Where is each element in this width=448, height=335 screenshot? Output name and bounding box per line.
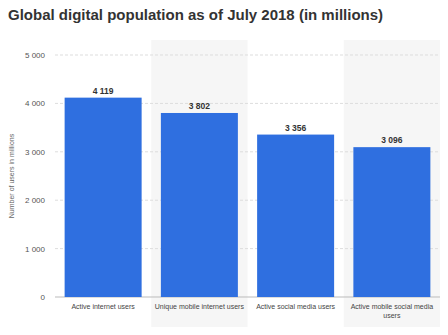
background	[0, 0, 448, 335]
y-tick-label: 2 000	[25, 196, 46, 205]
bars	[65, 98, 431, 297]
x-tick-label-line: Active mobile social media	[351, 303, 434, 310]
y-tick-label: 3 000	[25, 148, 46, 157]
x-tick-label: Active mobile social media users	[351, 303, 434, 319]
y-axis-label: Number of users in millions	[8, 133, 15, 218]
data-label: 3 096	[381, 135, 403, 145]
column-band	[151, 40, 247, 327]
x-tick-label-line: Unique mobile internet users	[155, 303, 245, 311]
x-tick-label: Active social media users	[256, 303, 335, 310]
y-tick-label: 5 000	[25, 51, 46, 60]
x-tick-label-line: users	[383, 312, 401, 319]
x-tick-label: Unique mobile internet users	[155, 303, 245, 311]
x-tick-label: Active internet users	[71, 303, 135, 310]
y-tick-label: 4 000	[25, 99, 46, 108]
chart: Global digital population as of July 201…	[0, 0, 448, 335]
bar	[257, 135, 334, 297]
bar	[353, 147, 430, 297]
data-label: 4 119	[93, 86, 114, 96]
grid-line	[55, 55, 440, 56]
y-tick-label: 0	[41, 293, 46, 302]
column-band	[344, 40, 440, 327]
bar	[161, 113, 238, 297]
bar	[65, 98, 142, 297]
data-label: 3 802	[189, 101, 211, 111]
x-tick-label-line: Active social media users	[256, 303, 335, 310]
x-tick-label-line: Active internet users	[71, 303, 135, 310]
title: Global digital population as of July 201…	[8, 6, 383, 23]
data-label: 3 356	[285, 123, 307, 133]
y-tick-label: 1 000	[25, 245, 46, 254]
